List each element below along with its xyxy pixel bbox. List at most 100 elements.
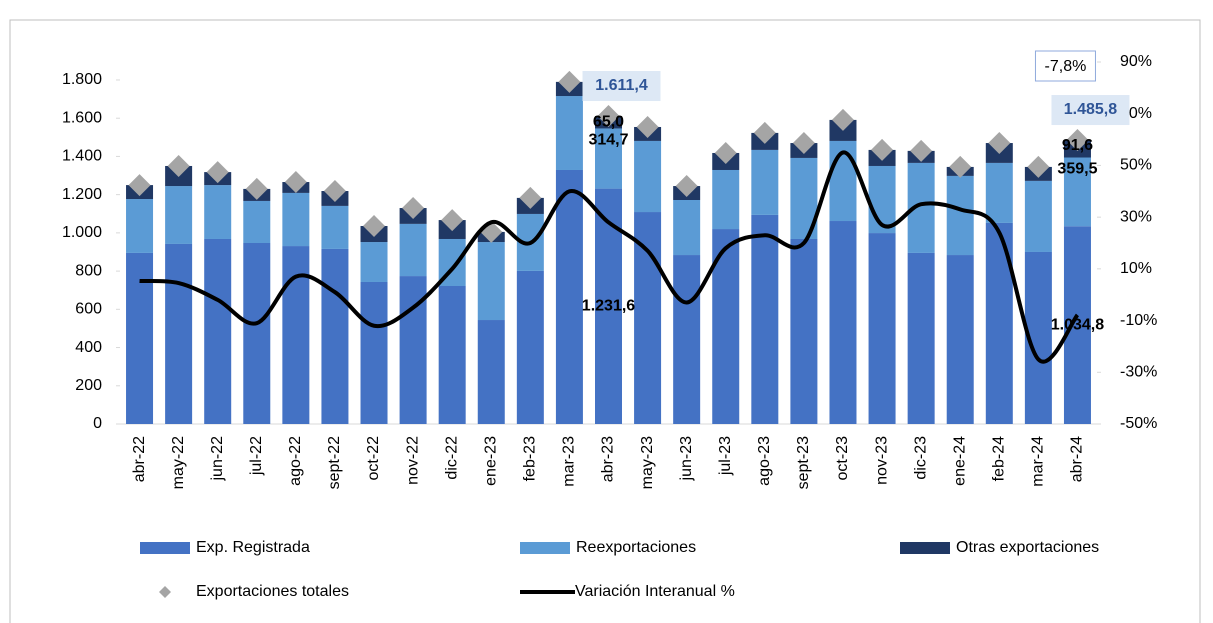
legend-swatch: [520, 542, 570, 554]
legend-label: Reexportaciones: [576, 539, 696, 556]
total-marker: [284, 171, 307, 194]
bar: [1063, 226, 1091, 424]
y-tick-label: 1.000: [62, 224, 102, 241]
bar: [985, 162, 1013, 223]
bar: [165, 186, 193, 244]
x-tick-label: ago-23: [756, 436, 773, 486]
total-marker: [558, 70, 581, 93]
x-tick-label: jun-22: [209, 436, 226, 482]
bar: [321, 248, 349, 424]
bar: [243, 243, 271, 424]
label-box: [582, 71, 661, 102]
y-tick-label: 600: [75, 301, 102, 318]
x-tick-label: mar-23: [561, 436, 578, 487]
bar: [555, 96, 583, 170]
bar: [516, 270, 544, 424]
x-tick-label: sept-23: [795, 436, 812, 489]
total-marker: [363, 214, 386, 237]
bar: [946, 175, 974, 256]
data-label: 1.231,6: [582, 298, 635, 315]
bar: [868, 233, 896, 424]
bar: [673, 255, 701, 424]
data-label: 1.611,4: [595, 77, 648, 94]
x-tick-label: dic-22: [443, 436, 460, 480]
total-marker: [1027, 155, 1050, 178]
x-tick-label: jul-22: [248, 436, 265, 476]
data-label: 91,6: [1062, 137, 1093, 154]
y-tick-label: 0: [93, 415, 102, 432]
bar: [165, 243, 193, 424]
data-label: 1.485,8: [1064, 101, 1117, 118]
bar: [868, 165, 896, 234]
bar: [360, 281, 388, 424]
bar: [946, 255, 974, 424]
legend-label: Exp. Registrada: [196, 539, 310, 556]
x-tick-label: jul-23: [717, 436, 734, 476]
bar: [321, 205, 349, 249]
chart-frame: [9, 19, 1201, 623]
x-tick-label: dic-23: [912, 436, 929, 480]
x-tick-label: oct-23: [834, 436, 851, 481]
total-marker: [675, 175, 698, 198]
bar: [907, 252, 935, 424]
bar: [204, 185, 232, 239]
x-tick-label: may-23: [639, 436, 656, 489]
bar: [1024, 180, 1052, 252]
total-marker: [831, 108, 854, 131]
total-marker: [245, 177, 268, 200]
x-tick-label: jun-23: [678, 436, 695, 482]
x-tick-label: nov-23: [873, 436, 890, 485]
total-marker: [206, 161, 229, 184]
legend-label: Otras exportaciones: [956, 539, 1099, 556]
bar: [751, 214, 779, 424]
total-marker: [402, 197, 425, 220]
total-marker: [949, 155, 972, 178]
x-tick-label: mar-24: [1030, 436, 1047, 487]
x-tick-label: may-22: [170, 436, 187, 489]
y-tick-label: 1.200: [62, 186, 102, 203]
y2-tick-label: 50%: [1120, 157, 1152, 174]
total-marker: [597, 105, 620, 128]
y-tick-label: 1.800: [62, 71, 102, 88]
y-tick-label: 1.600: [62, 109, 102, 126]
bar: [204, 238, 232, 424]
total-marker: [988, 132, 1011, 155]
legend-label: Variación Interanual %: [575, 583, 735, 600]
bar: [1063, 157, 1091, 227]
bar: [360, 242, 388, 282]
line: [139, 150, 1080, 364]
x-tick-label: sept-22: [326, 436, 343, 489]
total-marker: [128, 174, 151, 197]
y-tick-label: 1.400: [62, 148, 102, 165]
x-tick-label: ene-23: [482, 436, 499, 486]
bar: [751, 149, 779, 215]
y2-tick-label: 10%: [1120, 260, 1152, 277]
data-label: 359,5: [1057, 161, 1097, 178]
bar: [985, 222, 1013, 424]
total-marker: [792, 132, 815, 155]
data-label: -7,8%: [1045, 58, 1087, 75]
bar: [282, 192, 310, 247]
bar: [790, 238, 818, 424]
y2-tick-label: -10%: [1120, 312, 1157, 329]
x-tick-label: feb-24: [991, 436, 1008, 481]
x-tick-label: feb-23: [522, 436, 539, 481]
y2-tick-label: 30%: [1120, 208, 1152, 225]
bar: [126, 199, 154, 253]
total-marker: [323, 180, 346, 203]
label-box: [1034, 50, 1096, 82]
x-tick-label: nov-22: [404, 436, 421, 485]
bar: [477, 320, 505, 424]
legend-swatch: [159, 586, 171, 598]
data-label: 65,0: [593, 113, 624, 130]
total-marker: [636, 115, 659, 138]
x-tick-label: abr-24: [1069, 436, 1086, 482]
bar: [595, 128, 622, 189]
bar: [243, 200, 271, 243]
total-marker: [167, 154, 190, 177]
total-marker: [753, 121, 776, 144]
bar: [282, 246, 310, 424]
bar: [634, 212, 662, 424]
y2-tick-label: -30%: [1120, 364, 1157, 381]
